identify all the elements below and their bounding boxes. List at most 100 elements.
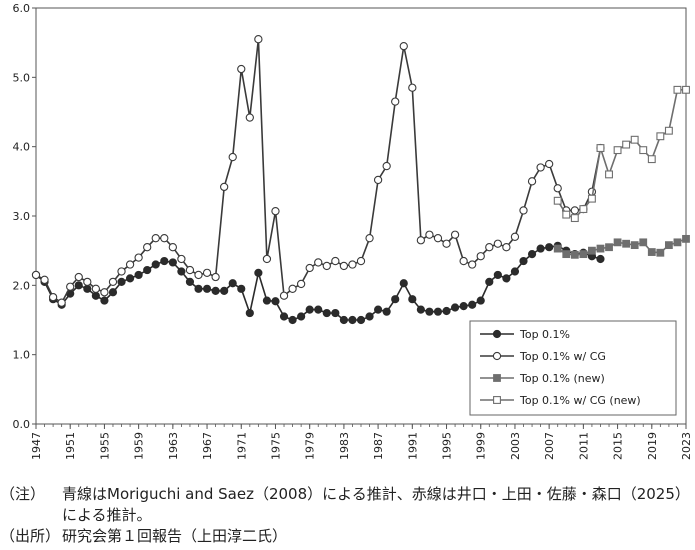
data-point (673, 85, 682, 94)
data-point (100, 296, 109, 305)
data-point (664, 241, 673, 250)
data-point (493, 239, 502, 248)
series-group (553, 85, 690, 223)
data-point (177, 267, 186, 276)
data-point (356, 256, 366, 266)
data-point (647, 155, 656, 164)
y-tick-label: 3.0 (13, 210, 31, 223)
data-point (74, 272, 83, 282)
data-point (613, 146, 622, 155)
data-point (476, 296, 485, 305)
source-row: （出所） 研究会第１回報告（上田淳二氏） (0, 526, 695, 547)
data-point (57, 298, 66, 307)
data-point (254, 35, 263, 44)
data-point (339, 315, 348, 325)
x-tick-label: 1951 (64, 432, 77, 460)
data-point (279, 291, 289, 300)
data-point (510, 267, 520, 276)
data-point (314, 258, 323, 267)
data-point (468, 260, 477, 269)
data-point (391, 97, 400, 106)
data-point (622, 140, 631, 149)
data-point (297, 312, 306, 321)
data-point (322, 261, 331, 271)
data-point (125, 260, 135, 269)
data-point (382, 161, 391, 171)
data-point (587, 194, 596, 203)
x-tick-label: 1959 (133, 432, 146, 460)
data-point (570, 250, 579, 259)
data-point (374, 305, 383, 314)
data-point (288, 315, 297, 325)
data-point (450, 303, 460, 312)
data-point (117, 267, 126, 276)
data-point (613, 238, 622, 247)
data-point (562, 250, 571, 259)
data-point (288, 284, 297, 293)
data-point (322, 308, 331, 318)
data-point (143, 243, 152, 252)
data-point (622, 239, 631, 248)
data-point (48, 292, 58, 302)
data-point (220, 286, 229, 295)
data-point (442, 306, 451, 316)
data-point (348, 260, 357, 269)
data-point (296, 279, 306, 289)
note-row: （注） 青線はMoriguchi and Saez（2008）による推計、赤線は… (0, 484, 695, 526)
data-point (408, 295, 417, 304)
data-point (108, 277, 118, 287)
data-point (485, 243, 494, 252)
legend-label: Top 0.1% w/ CG (new) (519, 394, 641, 407)
figure-notes: （注） 青線はMoriguchi and Saez（2008）による推計、赤線は… (0, 484, 695, 547)
x-tick-label: 1987 (372, 432, 385, 460)
data-point (382, 307, 391, 316)
data-point (647, 248, 656, 256)
data-point (356, 315, 366, 325)
source-tag: （出所） (0, 527, 61, 545)
data-point (220, 182, 229, 192)
data-point (262, 296, 272, 305)
data-point (579, 205, 588, 214)
data-point (596, 254, 605, 264)
data-point (519, 256, 528, 266)
data-point (425, 307, 434, 316)
chart-legend: Top 0.1% Top 0.1% w/ CG Top 0.1% (new) Top … (469, 320, 677, 416)
data-point (553, 244, 562, 253)
x-tick-label: 2023 (680, 432, 693, 460)
data-point (117, 277, 126, 286)
data-point (391, 295, 400, 304)
data-point (656, 132, 665, 141)
data-point (168, 258, 177, 267)
data-point (185, 277, 195, 286)
data-point (271, 297, 280, 306)
data-point (108, 288, 118, 297)
data-point (66, 282, 75, 291)
data-point (527, 177, 537, 186)
data-point (74, 281, 83, 290)
data-point (373, 175, 383, 185)
x-tick-label: 1955 (98, 432, 111, 460)
series-group (553, 234, 690, 259)
x-tick-label: 2011 (577, 432, 590, 460)
y-tick-label: 1.0 (13, 349, 31, 362)
y-tick-label: 5.0 (13, 71, 31, 84)
data-point (502, 243, 511, 252)
data-point (194, 270, 203, 280)
data-point (160, 256, 169, 266)
x-tick-label: 1983 (338, 432, 351, 460)
y-tick-label: 4.0 (13, 141, 31, 154)
data-point (228, 152, 237, 162)
series-group (31, 35, 605, 307)
data-point (160, 234, 169, 243)
data-point (527, 250, 537, 259)
x-tick-label: 1947 (30, 432, 43, 460)
x-tick-label: 1967 (201, 432, 214, 460)
data-point (365, 312, 374, 321)
data-point (433, 307, 443, 316)
data-point (399, 279, 408, 288)
data-point (339, 261, 349, 271)
data-point (553, 196, 562, 205)
data-point (459, 302, 468, 311)
data-point (553, 184, 562, 193)
data-point (331, 308, 340, 318)
